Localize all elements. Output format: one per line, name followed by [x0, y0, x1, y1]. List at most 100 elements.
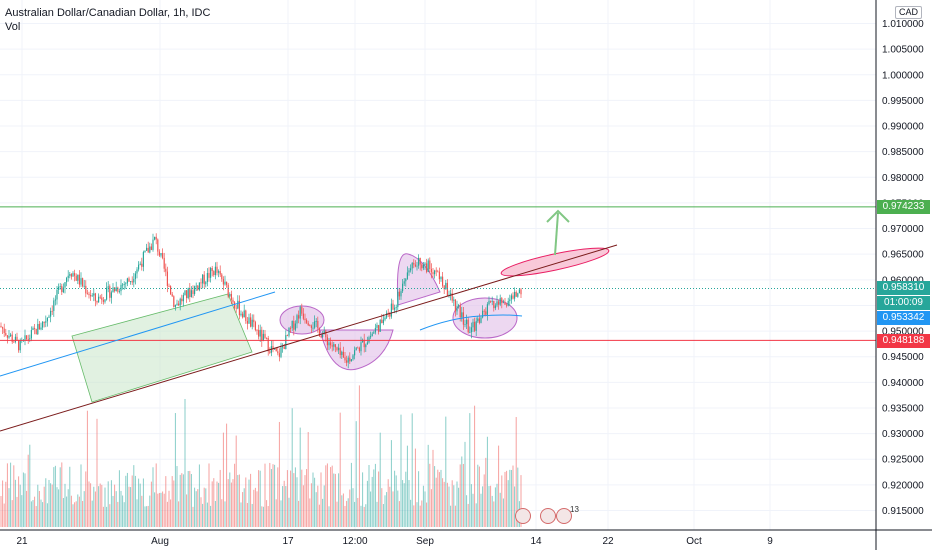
volume-bar [37, 484, 39, 527]
y-tick-label: 1.010000 [882, 19, 924, 30]
volume-bar [98, 486, 100, 527]
volume-bar [512, 465, 514, 527]
candle-body [19, 340, 21, 351]
volume-bar [11, 500, 13, 527]
volume-bar [480, 493, 482, 527]
volume-bar [262, 506, 264, 527]
volume-bar [117, 501, 119, 527]
volume-bar [266, 500, 268, 527]
volume-bar [219, 469, 221, 527]
candle-body [459, 305, 461, 318]
volume-bar [438, 472, 440, 527]
candlesticks [0, 233, 522, 369]
volume-bar [323, 485, 325, 527]
volume-bar [320, 472, 322, 527]
volume-bar [517, 467, 519, 527]
candle-body [277, 351, 279, 354]
candle-body [242, 313, 244, 318]
volume-bar [427, 444, 429, 527]
volume-bar [406, 445, 408, 527]
candle-body [272, 346, 274, 350]
volume-bar [304, 475, 306, 527]
candle-body [114, 287, 116, 292]
candle-body [381, 319, 383, 324]
candle-body [104, 299, 106, 302]
candle-body [304, 318, 306, 320]
x-tick-label: 21 [16, 536, 28, 547]
volume-bar [147, 505, 149, 527]
candle-body [171, 294, 173, 297]
volume-bar [445, 416, 447, 527]
candle-body [389, 313, 391, 317]
volume-bar [206, 502, 208, 527]
candle-body [410, 268, 412, 271]
candle-body [386, 312, 388, 318]
volume-bar [446, 482, 448, 527]
currency-label[interactable]: CAD [894, 6, 922, 19]
volume-bar [222, 432, 224, 527]
volume-bar [330, 467, 332, 527]
volume-bar [301, 469, 303, 527]
candle-body [312, 327, 314, 329]
volume-bar [315, 492, 317, 527]
volume-bar [173, 480, 175, 527]
candle-body [464, 324, 466, 326]
candle-body [18, 340, 20, 351]
candle-body [133, 278, 135, 283]
candle-body [70, 274, 72, 277]
volume-bar [126, 472, 128, 527]
candle-body [267, 337, 269, 352]
event-flag-icon[interactable] [556, 508, 572, 524]
candle-body [397, 291, 399, 308]
volume-bar [2, 480, 4, 527]
volume-bar [32, 500, 34, 527]
candle-body [320, 335, 322, 338]
candle-body [394, 307, 396, 310]
volume-bar [149, 495, 151, 527]
volume-bar [374, 463, 376, 527]
event-flag-icon[interactable] [540, 508, 556, 524]
candle-body [299, 307, 301, 319]
volume-bar [21, 495, 23, 527]
volume-bar [413, 505, 415, 527]
candle-body [179, 298, 181, 306]
candle-body [194, 286, 196, 294]
event-flag-icon[interactable] [515, 508, 531, 524]
candle-body [326, 337, 328, 346]
volume-bar [112, 495, 114, 527]
candle-body [392, 303, 394, 310]
candle-body [5, 333, 7, 336]
volume-bar [462, 463, 464, 527]
candle-body [27, 338, 29, 340]
volume-bar [394, 470, 396, 527]
volume-bar [378, 471, 380, 527]
candle-body [2, 327, 4, 329]
candle-body [488, 300, 490, 305]
volume-bar [66, 496, 68, 527]
volume-bar [131, 475, 133, 527]
volume-bar [208, 463, 210, 527]
candle-body [509, 299, 511, 302]
candle-body [306, 319, 308, 323]
volume-bar [285, 486, 287, 527]
volume-bar [306, 469, 308, 527]
candle-body [120, 284, 122, 292]
x-tick-label: 17 [282, 536, 294, 547]
candle-body [411, 262, 413, 269]
volume-bar [456, 481, 458, 527]
candle-body [416, 265, 418, 267]
candle-body [6, 335, 8, 338]
candle-body [485, 311, 487, 315]
candle-body [440, 276, 442, 280]
volume-bar [402, 480, 404, 527]
volume-bar [256, 491, 258, 527]
candle-body [478, 318, 480, 323]
candle-body [280, 347, 282, 357]
indicator-label[interactable]: Vol [5, 21, 21, 33]
volume-bar [451, 480, 453, 527]
volume-bar [370, 491, 372, 527]
candle-body [30, 329, 32, 339]
candle-body [264, 333, 266, 338]
candle-body [475, 321, 477, 331]
